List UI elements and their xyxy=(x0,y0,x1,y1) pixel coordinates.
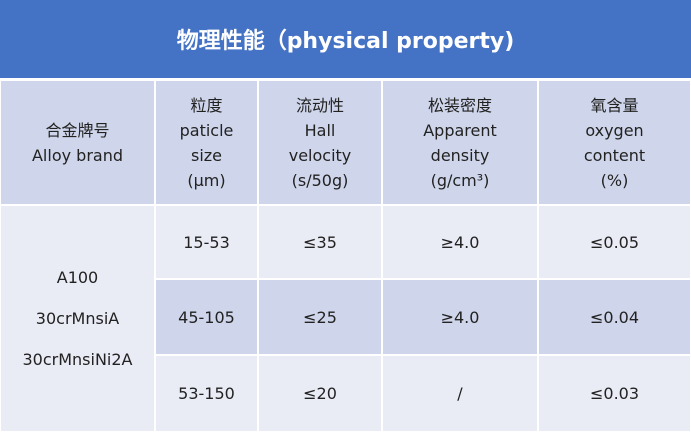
header-text: (%) xyxy=(600,170,629,190)
header-text: density xyxy=(430,145,490,165)
header-text: Hall xyxy=(304,120,336,140)
header-text: Alloy brand xyxy=(31,145,123,165)
data-cell: 45-105 xyxy=(156,280,257,354)
data-cell: ≤25 xyxy=(259,280,381,354)
header-text: Apparent xyxy=(423,120,497,140)
header-text: (g/cm³) xyxy=(430,170,490,190)
cell-text: ≤0.05 xyxy=(589,232,640,252)
data-cell: ≤0.04 xyxy=(539,280,690,354)
header-text: 合金牌号 xyxy=(45,120,110,140)
cell-text: ≤0.03 xyxy=(589,384,640,403)
data-cell: ≥4.0 xyxy=(383,206,537,278)
header-text: (s/50g) xyxy=(291,170,349,190)
cell-text: ≤25 xyxy=(303,307,337,327)
header-cell: 松装密度 Apparent density (g/cm³) xyxy=(383,81,537,204)
cell-text: ≤0.04 xyxy=(589,307,640,327)
data-cell: ≤0.05 xyxy=(539,206,690,278)
cell-text: 53-150 xyxy=(178,384,235,403)
header-text: oxygen xyxy=(585,120,644,140)
header-cell: 合金牌号 Alloy brand xyxy=(1,81,154,204)
header-text: 流动性 xyxy=(295,95,344,115)
data-cell: ≤35 xyxy=(259,206,381,278)
header-text: 松装密度 xyxy=(427,95,492,115)
header-text: 粒度 xyxy=(190,95,223,115)
header-text: velocity xyxy=(288,145,352,165)
brand-text: A100 xyxy=(56,268,99,287)
data-cell: 15-53 xyxy=(156,206,257,278)
header-text: content xyxy=(583,145,646,165)
brand-cell: A100 30crMnsiA 30crMnsiNi2A xyxy=(1,206,154,431)
header-text: (μm) xyxy=(187,170,226,190)
title: 物理性能（physical property) xyxy=(0,0,691,78)
cell-text: 45-105 xyxy=(178,307,235,327)
data-cell: ≥4.0 xyxy=(383,280,537,354)
data-cell: ≤20 xyxy=(259,356,381,431)
cell-text: ≥4.0 xyxy=(440,232,480,252)
brand-text: 30crMnsiNi2A xyxy=(22,350,133,369)
header-cell: 流动性 Hall velocity (s/50g) xyxy=(259,81,381,204)
cell-text: / xyxy=(457,384,463,403)
brand-text: 30crMnsiA xyxy=(35,309,120,328)
header-text: size xyxy=(190,145,223,165)
data-cell: ≤0.03 xyxy=(539,356,690,431)
cell-text: ≤35 xyxy=(303,232,337,252)
header-text: paticle xyxy=(179,120,234,140)
cell-text: ≤20 xyxy=(303,384,337,403)
cell-text: ≥4.0 xyxy=(440,307,480,327)
header-text: 氧含量 xyxy=(590,95,639,115)
cell-text: 15-53 xyxy=(183,232,230,252)
header-cell: 粒度 paticle size (μm) xyxy=(156,81,257,204)
header-cell: 氧含量 oxygen content (%) xyxy=(539,81,690,204)
data-cell: / xyxy=(383,356,537,431)
data-cell: 53-150 xyxy=(156,356,257,431)
